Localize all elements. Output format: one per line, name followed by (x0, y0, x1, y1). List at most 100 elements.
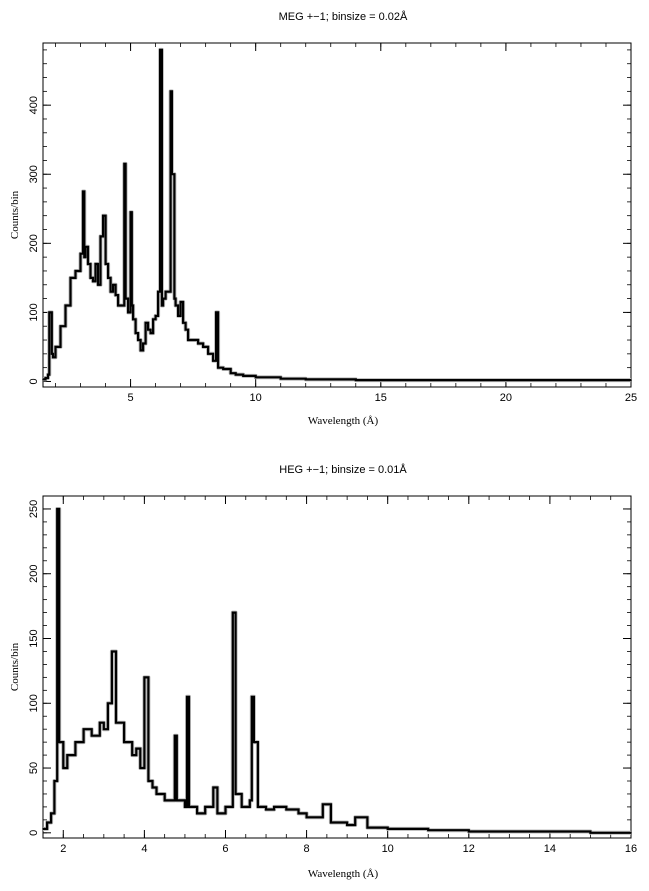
data-point (129, 211, 132, 214)
data-point (249, 799, 251, 802)
data-point (90, 734, 93, 737)
data-point (53, 780, 56, 782)
data-point (215, 311, 217, 314)
data-point (44, 377, 47, 379)
data-point (135, 747, 138, 750)
data-point (151, 786, 154, 789)
data-point (279, 377, 282, 380)
data-point (119, 304, 122, 307)
data-point (257, 806, 259, 808)
data-point (231, 611, 234, 614)
x-tick-label: 15 (375, 392, 387, 404)
data-point (240, 806, 243, 808)
data-point (97, 283, 99, 286)
data-point (161, 304, 163, 307)
y-tick-label: 0 (28, 378, 40, 384)
data-point (127, 311, 129, 314)
data-point (330, 821, 332, 824)
x-tick-label: 4 (141, 843, 147, 855)
data-point (102, 214, 104, 217)
data-point (242, 375, 244, 377)
data-point (104, 263, 107, 265)
x-tick-label: 5 (128, 392, 134, 404)
data-point (212, 359, 214, 362)
data-point (169, 90, 172, 93)
data-point (217, 366, 219, 369)
data-point (50, 353, 53, 355)
data-point (149, 332, 152, 334)
data-point (152, 318, 154, 321)
series-line (43, 507, 631, 834)
chart-title: HEG +−1; binsize = 0.01Å (279, 463, 407, 476)
data-point (216, 812, 219, 815)
chart-panel-2: HEG +−1; binsize = 0.01Å 2 4 6 8 10 12 14 16 0 50 1… (9, 463, 637, 880)
chart-panel-1: MEG +−1; binsize = 0.02Å 5 10 15 20 25 0 100 200… (9, 10, 637, 427)
data-point (304, 378, 307, 381)
data-point (467, 830, 470, 833)
data-point (265, 808, 267, 811)
data-point (182, 321, 184, 324)
data-point (131, 304, 133, 307)
data-point (589, 832, 592, 834)
data-point (177, 315, 179, 317)
data-point (89, 277, 92, 279)
data-point (42, 378, 44, 381)
x-tick-label: 16 (625, 843, 637, 855)
y-axis-label: Counts/bin (9, 190, 21, 239)
data-point (251, 695, 253, 698)
x-axis-label: Wavelength (Å) (308, 415, 379, 427)
y-axis-label: Counts/bin (9, 642, 21, 691)
data-point (204, 806, 207, 808)
data-point (305, 816, 308, 819)
y-tick-label: 250 (28, 500, 40, 518)
data-point (187, 339, 189, 341)
data-point (124, 297, 127, 300)
data-point (115, 721, 117, 724)
data-point (167, 290, 169, 293)
data-series-1 (42, 47, 632, 383)
data-point (147, 328, 149, 331)
error-envelope (43, 507, 631, 835)
data-point (184, 806, 186, 808)
y-tick-label: 400 (28, 96, 40, 114)
data-point (254, 376, 257, 379)
y-tick-label: 200 (28, 234, 40, 252)
data-point (103, 728, 105, 730)
data-point (162, 297, 164, 300)
data-point (134, 332, 137, 334)
data-point (58, 741, 61, 743)
data-point (234, 793, 237, 795)
data-point (188, 806, 190, 808)
data-point (112, 283, 114, 286)
y-tick-label: 200 (28, 565, 40, 583)
data-point (386, 828, 389, 830)
data-point (83, 256, 86, 258)
x-tick-label: 10 (382, 843, 394, 855)
data-point (253, 741, 255, 743)
data-point (48, 311, 51, 314)
data-point (197, 342, 199, 345)
y-tick-label: 300 (28, 165, 40, 183)
data-point (139, 349, 142, 352)
y-tick-label: 50 (28, 762, 40, 774)
data-point (179, 301, 182, 303)
data-point (42, 828, 44, 830)
data-point (137, 339, 139, 341)
chart-title: MEG +−1; binsize = 0.02Å (279, 10, 408, 23)
plot-frame (42, 495, 632, 839)
data-point (62, 767, 65, 769)
data-point (163, 799, 166, 802)
x-tick-label: 6 (222, 843, 228, 855)
data-point (132, 318, 134, 321)
x-tick-label: 2 (60, 843, 66, 855)
data-point (455, 379, 457, 381)
x-tick-label: 10 (250, 392, 262, 404)
data-point (164, 290, 167, 293)
data-point (66, 754, 69, 756)
data-point (379, 379, 382, 381)
data-point (52, 356, 54, 359)
data-point (109, 290, 112, 293)
data-point (427, 829, 430, 832)
data-point (212, 786, 215, 789)
data-point (111, 650, 113, 653)
